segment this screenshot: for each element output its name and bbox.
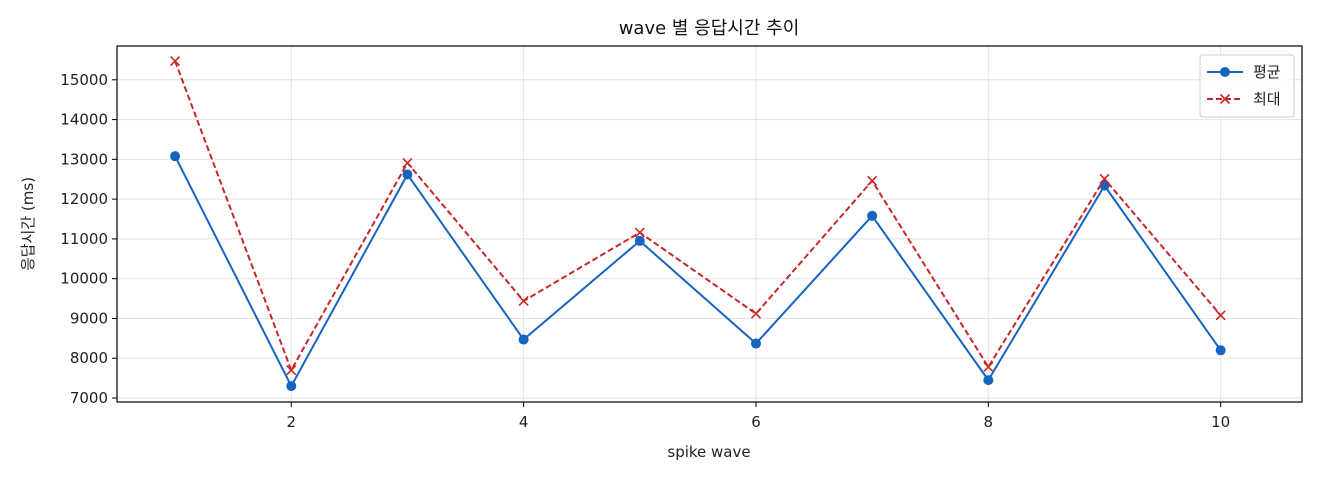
series-1-point (402, 169, 413, 180)
x-tick-label: 2 (286, 413, 296, 431)
x-marker-stroke (402, 157, 413, 169)
y-tick-label: 9000 (70, 309, 108, 327)
y-tick-label: 12000 (60, 190, 108, 208)
series-1-point (750, 338, 761, 349)
y-tick-label: 7000 (70, 389, 108, 407)
legend-label: 평균 (1253, 63, 1281, 81)
x-marker-stroke (1215, 310, 1226, 321)
legend-entry: 평균 (1207, 63, 1281, 81)
x-marker-stroke (1219, 93, 1231, 105)
x-tick-label: 10 (1211, 413, 1230, 431)
plot-series (170, 56, 1226, 392)
y-tick-label: 11000 (60, 230, 108, 248)
legend-entry: 최대 (1207, 90, 1281, 108)
x-marker-stroke (1099, 173, 1110, 184)
series-2-point (518, 295, 529, 307)
series-1-point (286, 381, 297, 392)
y-tick-label: 15000 (60, 71, 108, 89)
series-2-point (170, 56, 181, 67)
series-1-point (983, 375, 994, 386)
y-axis: 7000 8000 9000 10000 11000 12000 13000 14000 150… (60, 71, 117, 407)
y-tick-label: 8000 (70, 349, 108, 367)
series-2-point (634, 227, 645, 238)
x-marker-stroke (983, 361, 994, 373)
x-tick-label: 8 (984, 413, 994, 431)
series-2-point (286, 365, 297, 376)
y-axis-title: 응답시간 (ms) (19, 177, 37, 271)
x-marker-stroke (634, 227, 645, 238)
series-1-point (1215, 345, 1226, 356)
series-2-point (867, 175, 878, 186)
x-tick-label: 6 (751, 413, 761, 431)
x-tick-label: 4 (519, 413, 529, 431)
x-marker-stroke (286, 365, 297, 376)
y-tick-label: 13000 (60, 150, 108, 168)
legend-swatch-marker (1220, 67, 1230, 77)
series-2-point (750, 308, 762, 319)
series-1-point (867, 210, 878, 221)
series-1-point (634, 235, 645, 246)
legend-label: 최대 (1253, 90, 1281, 108)
series-2-point (983, 361, 994, 373)
plot-frame (116, 45, 1303, 403)
series-2-line (174, 60, 1222, 372)
series-1-point (1099, 180, 1110, 191)
grid (117, 46, 1302, 402)
chart-title: wave 별 응답시간 추이 (619, 18, 800, 39)
y-tick-label: 14000 (60, 111, 108, 129)
x-axis: 2 4 6 8 10 (286, 402, 1230, 431)
series-1-point (170, 151, 181, 162)
series-1-point (518, 334, 529, 345)
x-axis-title: spike wave (667, 443, 750, 461)
series-2-point (1215, 310, 1226, 321)
y-tick-label: 10000 (60, 270, 108, 288)
series-2-point (402, 157, 413, 169)
x-marker-stroke (170, 56, 181, 67)
x-marker-stroke (867, 175, 878, 186)
x-marker-stroke (518, 295, 529, 307)
series-1-line (174, 155, 1222, 388)
series-2-point (1099, 173, 1110, 184)
x-marker-stroke (750, 308, 762, 319)
legend-swatch-marker (1219, 93, 1231, 105)
